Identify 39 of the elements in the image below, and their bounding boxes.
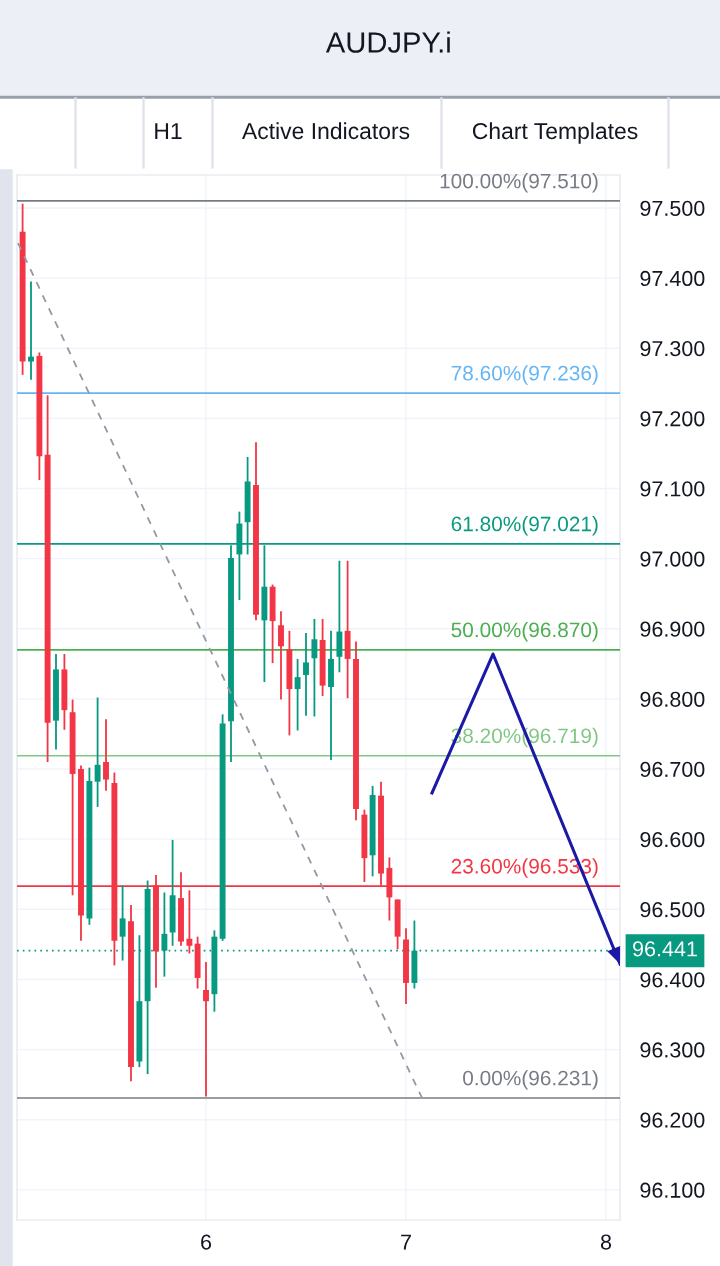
y-tick-label: 97.200	[640, 411, 705, 427]
candlestick	[203, 961, 209, 1098]
y-tick-label: 97.000	[640, 551, 705, 567]
y-tick-label: 96.100	[640, 1182, 705, 1198]
x-tick-label: 7	[401, 1234, 411, 1250]
y-tick-label: 97.500	[640, 200, 705, 216]
candlestick	[161, 891, 168, 978]
y-tick-label: 96.800	[640, 691, 705, 707]
y-tick-label: 96.500	[640, 902, 705, 918]
candlestick	[119, 884, 126, 962]
candlestick	[186, 889, 193, 955]
text: Active Indicators	[241, 122, 410, 140]
x-tick-label: 6	[201, 1234, 212, 1250]
candlestick	[94, 696, 101, 808]
candlestick	[28, 280, 34, 381]
y-tick-label: 96.900	[640, 621, 705, 637]
ref-line-label: 61.80%(97.021)	[451, 516, 598, 536]
chart-title: AUDJPY.i	[325, 31, 450, 53]
y-tick-label: 96.600	[640, 831, 705, 848]
ref-line-label: 78.60%(97.236)	[451, 365, 598, 385]
y-tick-label: 96.200	[640, 1112, 705, 1128]
candlestick	[294, 658, 301, 732]
y-tick-label: 97.100	[640, 481, 705, 497]
text: H1	[155, 123, 182, 139]
candlestick	[103, 718, 109, 792]
ref-line-label: 50.00%(96.870)	[451, 621, 598, 642]
ref-line-label: 96.441	[633, 941, 697, 957]
ref-line-label: 0.00%(96.231)	[463, 1070, 598, 1090]
y-tick-label: 97.300	[640, 341, 705, 357]
x-tick-label: 8	[600, 1234, 612, 1250]
y-tick-label: 96.400	[640, 972, 705, 988]
candlestick	[303, 632, 309, 717]
y-tick-label: 96.300	[640, 1042, 705, 1058]
text: Chart Templates	[472, 122, 638, 144]
y-tick-label: 96.700	[640, 761, 705, 778]
y-tick-label: 97.400	[640, 270, 705, 287]
candlestick	[311, 618, 318, 718]
ref-line-label: 100.00%(97.510)	[440, 173, 598, 193]
candlestick	[278, 610, 284, 701]
